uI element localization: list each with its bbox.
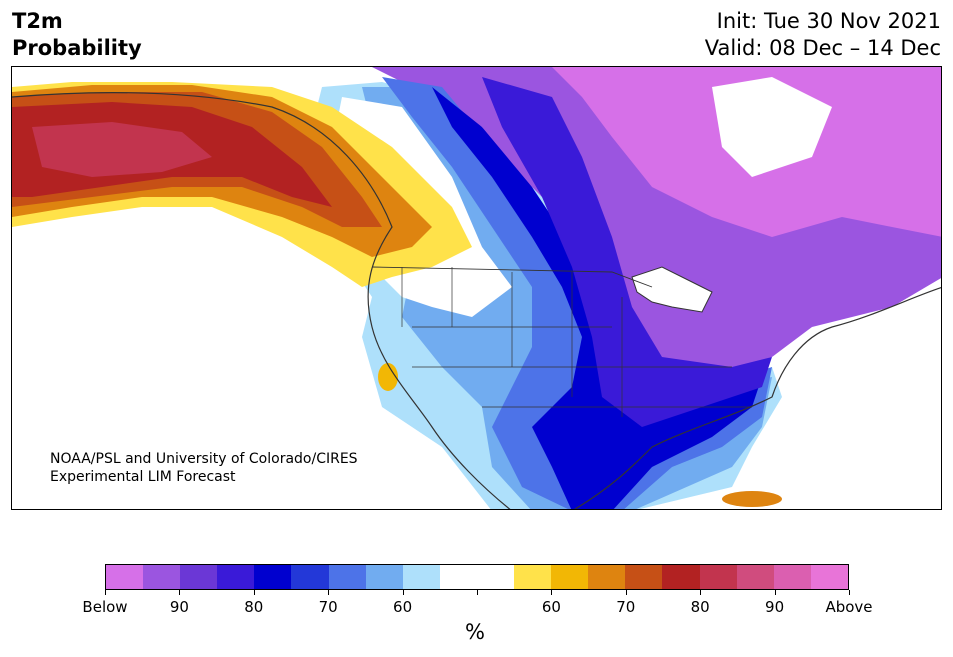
forecast-map: NOAA/PSL and University of Colorado/CIRE…	[11, 66, 942, 510]
colorbar-segment	[514, 565, 552, 589]
colorbar-tick	[477, 590, 478, 595]
credit-line-2: Experimental LIM Forecast	[50, 469, 236, 485]
colorbar-segment	[551, 565, 589, 589]
colorbar-tick	[253, 590, 255, 595]
colorbar-segment	[662, 565, 700, 589]
colorbar-segment	[106, 565, 144, 589]
colorbar-tick-label: 80	[244, 598, 264, 616]
colorbar-segment	[365, 565, 403, 589]
colorbar-segment	[328, 565, 366, 589]
units-label: %	[465, 620, 485, 644]
probability-map-graphic: NOAA/PSL and University of Colorado/CIRE…	[12, 67, 941, 509]
colorbar-segment	[217, 565, 255, 589]
warm-rose-region	[32, 122, 212, 177]
colorbar-tick-label: 90	[765, 598, 785, 616]
colorbar-tick-label: 70	[616, 598, 636, 616]
colorbar-tick-label: 60	[541, 598, 561, 616]
colorbar	[105, 564, 849, 590]
colorbar-segment	[625, 565, 663, 589]
colorbar-segment	[736, 565, 774, 589]
colorbar-tick	[328, 590, 330, 595]
title: T2m Probability	[12, 8, 142, 62]
colorbar-tick-label: Below	[82, 598, 128, 616]
colorbar-tick	[625, 590, 627, 595]
colorbar-tick-label: 80	[690, 598, 710, 616]
coastline	[12, 91, 941, 509]
colorbar-tick	[179, 590, 181, 595]
colorbar-tick	[774, 590, 776, 595]
hudson-bay-white	[712, 77, 832, 177]
cold-deep-blue-region	[482, 77, 772, 427]
colorbar-segment	[291, 565, 329, 589]
warm-spot-california	[378, 363, 398, 391]
colorbar-tick-label: Above	[825, 598, 873, 616]
title-line-2: Probability	[12, 36, 142, 60]
colorbar-tick-label: 70	[318, 598, 338, 616]
colorbar-segment	[476, 565, 515, 589]
date-info: Init: Tue 30 Nov 2021 Valid: 08 Dec – 14…	[705, 8, 941, 62]
init-date: Init: Tue 30 Nov 2021	[716, 9, 941, 33]
colorbar-tick-label: 60	[393, 598, 413, 616]
colorbar-tick	[551, 590, 553, 595]
colorbar-tick-label: 90	[169, 598, 189, 616]
colorbar-tick	[402, 590, 404, 595]
colorbar-segment	[143, 565, 181, 589]
colorbar-segment	[402, 565, 440, 589]
colorbar-segment	[773, 565, 811, 589]
colorbar-segment	[699, 565, 737, 589]
colorbar-tick	[700, 590, 702, 595]
credit-line-1: NOAA/PSL and University of Colorado/CIRE…	[50, 451, 358, 467]
valid-date: Valid: 08 Dec – 14 Dec	[704, 36, 941, 60]
colorbar-segment	[810, 565, 848, 589]
state-borders	[401, 267, 752, 417]
colorbar-tick	[105, 590, 106, 595]
colorbar-segment	[588, 565, 626, 589]
warm-spot-caribbean	[722, 491, 782, 507]
great-lakes	[631, 266, 713, 313]
colorbar-tick	[849, 590, 850, 595]
colorbar-segment	[439, 565, 477, 589]
colorbar-segment	[180, 565, 218, 589]
title-line-1: T2m	[12, 9, 63, 33]
colorbar-segment	[254, 565, 292, 589]
